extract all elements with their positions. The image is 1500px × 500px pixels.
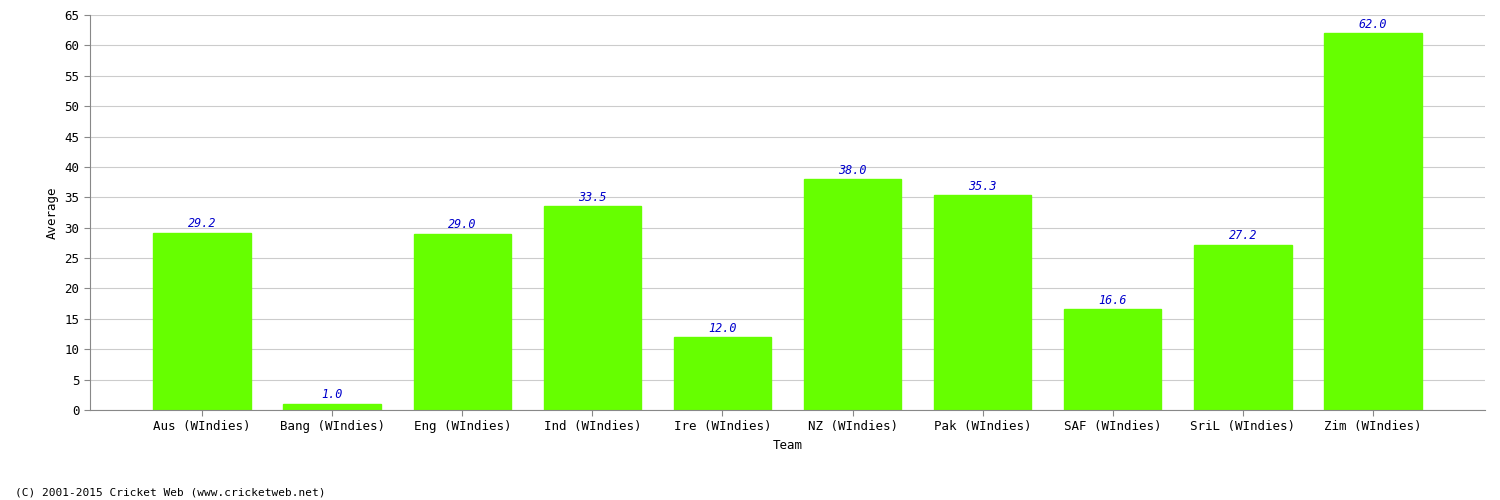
Text: 1.0: 1.0 (321, 388, 344, 402)
Bar (414, 234, 512, 410)
Text: 33.5: 33.5 (578, 191, 606, 204)
Text: 62.0: 62.0 (1359, 18, 1388, 31)
Y-axis label: Average: Average (46, 186, 58, 239)
Bar (674, 337, 771, 410)
Text: 29.0: 29.0 (448, 218, 477, 232)
Text: 12.0: 12.0 (708, 322, 736, 334)
Bar (1194, 244, 1292, 410)
Bar (1324, 33, 1422, 410)
Bar (1064, 309, 1161, 410)
Bar (284, 404, 381, 410)
Text: 29.2: 29.2 (188, 217, 216, 230)
Text: 38.0: 38.0 (839, 164, 867, 176)
Bar (543, 206, 640, 410)
Bar (804, 179, 901, 410)
Text: 35.3: 35.3 (969, 180, 998, 193)
Text: 27.2: 27.2 (1228, 230, 1257, 242)
Bar (153, 232, 251, 410)
Bar (934, 196, 1032, 410)
Text: 16.6: 16.6 (1098, 294, 1126, 306)
Text: (C) 2001-2015 Cricket Web (www.cricketweb.net): (C) 2001-2015 Cricket Web (www.cricketwe… (15, 488, 326, 498)
X-axis label: Team: Team (772, 439, 802, 452)
